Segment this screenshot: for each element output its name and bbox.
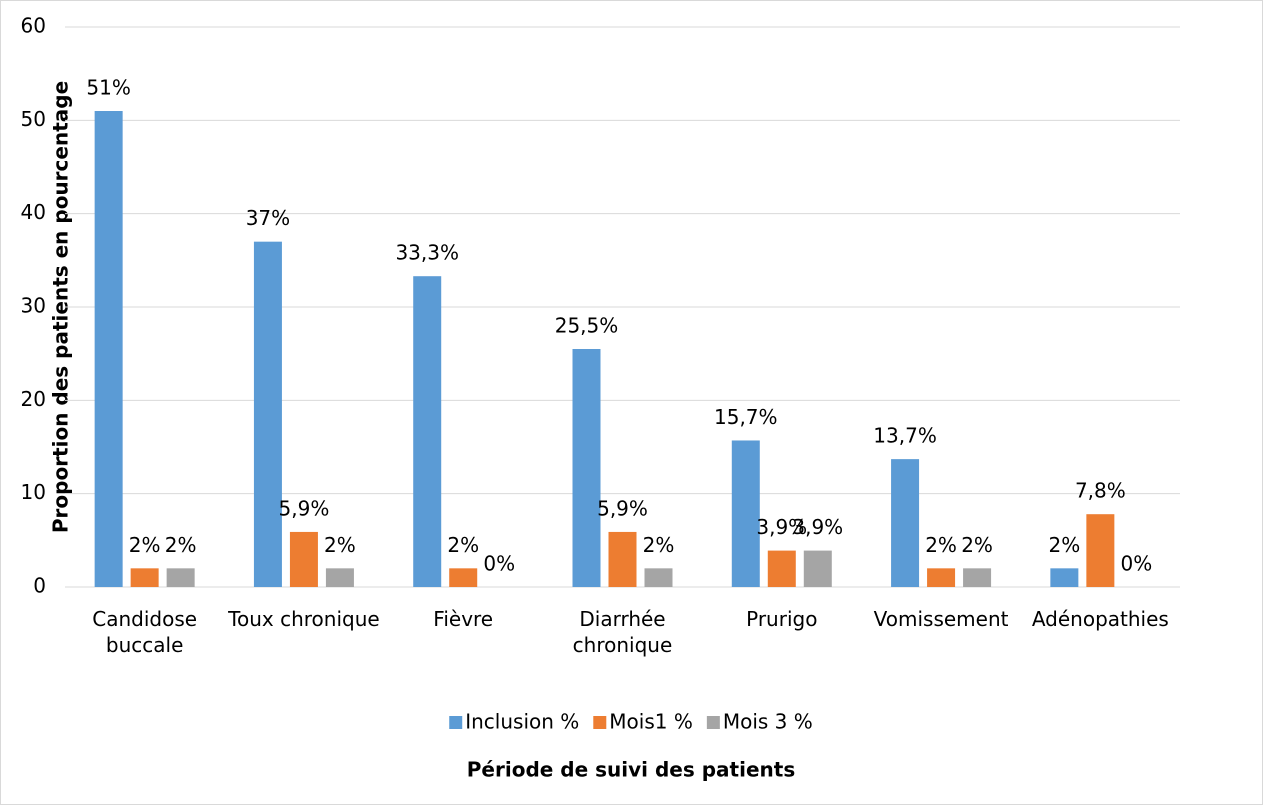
data-label: 2% xyxy=(129,533,161,557)
y-tick-label: 20 xyxy=(21,387,46,411)
legend-label: Mois 3 % xyxy=(723,710,813,734)
bar xyxy=(449,568,478,587)
bar xyxy=(253,241,282,587)
data-label: 5,9% xyxy=(597,496,648,520)
bar xyxy=(289,531,318,587)
y-tick-label: 10 xyxy=(21,480,46,504)
y-tick-label: 40 xyxy=(21,200,46,224)
bar xyxy=(130,568,159,587)
data-label: 3,9% xyxy=(756,515,807,539)
bar xyxy=(891,459,920,587)
x-tick-label: Candidose buccale xyxy=(92,607,198,657)
bar xyxy=(166,568,195,587)
data-label: 15,7% xyxy=(714,405,778,429)
data-label: 2% xyxy=(961,533,993,557)
data-label: 2% xyxy=(165,533,197,557)
x-tick-label: Adénopathies xyxy=(1031,607,1169,631)
data-label: 25,5% xyxy=(555,314,619,338)
bar xyxy=(572,349,601,587)
data-label: 2% xyxy=(447,533,479,557)
data-label: 51% xyxy=(86,76,130,100)
y-tick-label: 0 xyxy=(33,574,46,598)
data-label: 0% xyxy=(1120,552,1152,576)
x-tick-label: Vomissement xyxy=(873,607,1009,631)
bar xyxy=(644,568,673,587)
data-label: 3,9% xyxy=(792,515,843,539)
bar xyxy=(325,568,354,587)
data-label: 33,3% xyxy=(395,241,459,265)
data-label: 13,7% xyxy=(873,424,937,448)
data-label: 0% xyxy=(483,552,515,576)
data-label: 5,9% xyxy=(279,496,330,520)
legend-swatch xyxy=(593,716,607,729)
bar xyxy=(413,276,442,587)
data-label: 37% xyxy=(246,206,290,230)
bar xyxy=(1086,514,1115,587)
legend-label: Mois1 % xyxy=(609,710,693,734)
bar xyxy=(1050,568,1079,587)
y-tick-label: 60 xyxy=(21,14,46,38)
x-tick-label: Toux chronique xyxy=(228,607,380,631)
data-label: 2% xyxy=(1048,533,1080,557)
x-axis-title: Période de suivi des patients xyxy=(467,758,795,782)
bar xyxy=(608,531,637,587)
bar xyxy=(767,550,796,587)
data-label: 2% xyxy=(324,533,356,557)
bar xyxy=(803,550,832,587)
x-tick-label: Diarrhée chronique xyxy=(572,607,673,657)
x-tick-label: Prurigo xyxy=(746,607,818,631)
y-tick-label: 30 xyxy=(21,294,46,318)
x-tick-label: Fièvre xyxy=(433,607,494,631)
bar xyxy=(927,568,956,587)
legend-label: Inclusion % xyxy=(465,710,579,734)
bar xyxy=(731,440,760,587)
data-label: 7,8% xyxy=(1075,479,1126,503)
bar xyxy=(94,111,123,587)
data-label: 2% xyxy=(643,533,675,557)
y-tick-label: 50 xyxy=(21,107,46,131)
legend-swatch xyxy=(706,716,720,729)
legend-swatch xyxy=(449,716,463,729)
data-label: 2% xyxy=(925,533,957,557)
bar xyxy=(963,568,992,587)
